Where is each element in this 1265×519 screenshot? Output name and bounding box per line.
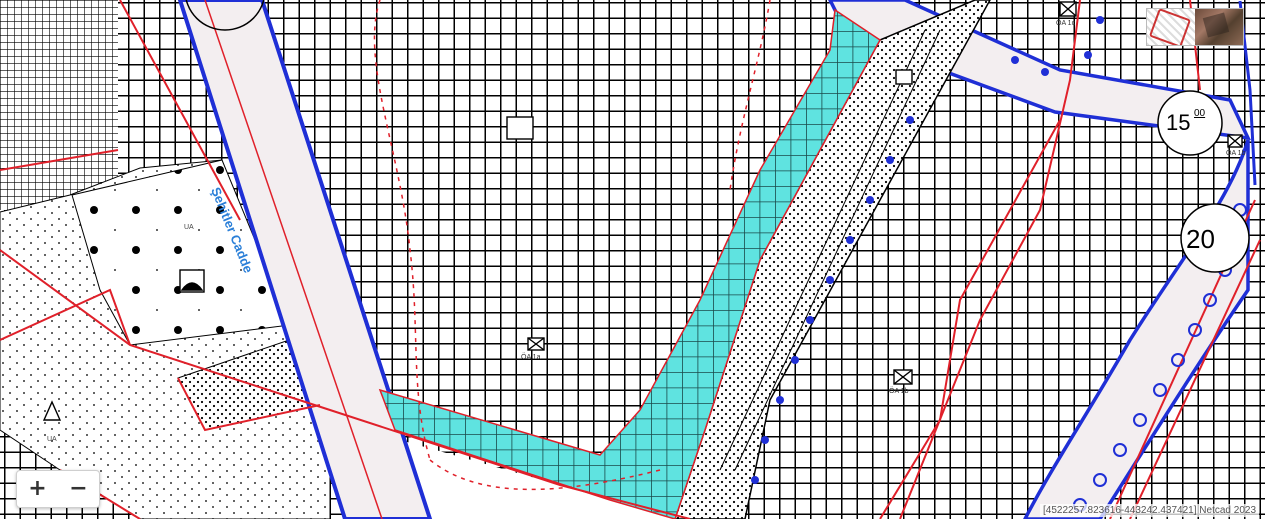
blue-dot-chain (751, 16, 1104, 484)
zone-label-ua: UA (184, 224, 194, 231)
zone-label-oa3: ÖA 1b (1226, 150, 1246, 157)
ua-zone (71, 159, 291, 346)
green-strip (378, 8, 881, 519)
sehitler-cadde-road (177, 0, 433, 519)
dense-grid-area (0, 0, 118, 210)
road-width-circle-20 (1180, 203, 1250, 273)
zone-label-ua-2: UA (47, 436, 57, 443)
facility-symbols (42, 1, 1243, 421)
zone-label-oa2: ÖA 1b (889, 388, 909, 395)
road-width-label-20: 20 (1186, 224, 1215, 254)
zone-label-oa4: ÖA 1c (1056, 20, 1076, 27)
boundary-marker-lines (373, 0, 771, 491)
bottom-open-area (400, 440, 690, 519)
zoom-out-button[interactable]: − (58, 471, 99, 507)
coordinate-attribution: [4522257.823616-443242.437421] Netcad 20… (1040, 504, 1259, 517)
road-width-circle-top (185, 0, 265, 31)
zoom-in-button[interactable]: + (17, 471, 58, 507)
zone-label-oa1: ÖA 1a (521, 354, 541, 361)
satellite-layer-thumb[interactable] (1195, 9, 1243, 45)
layer-switcher[interactable] (1146, 8, 1244, 46)
road-width-circle-15 (1157, 90, 1223, 156)
road-width-label-15: 15 (1166, 110, 1191, 135)
plan-layer-thumb[interactable] (1147, 9, 1195, 45)
road-width-label-15-sub: 00 (1194, 108, 1206, 119)
zoom-control: + − (16, 470, 100, 508)
